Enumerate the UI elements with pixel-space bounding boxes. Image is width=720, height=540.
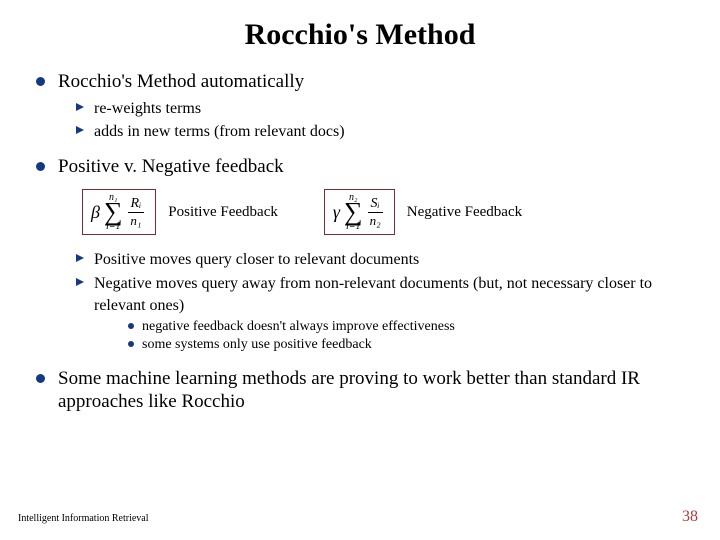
bullet-2-sublist: Positive moves query closer to relevant … [58, 249, 692, 354]
bullet-2b-sublist: negative feedback doesn't always improve… [94, 318, 692, 354]
bullet-1b: adds in new terms (from relevant docs) [76, 121, 692, 143]
neg-sigma: n₂ ∑ i=1 [344, 193, 363, 232]
page-number: 38 [682, 508, 698, 526]
bullet-2-text: Positive v. Negative feedback [58, 156, 284, 177]
pos-coef: β [91, 201, 100, 224]
bullet-1-sublist: re-weights terms adds in new terms (from… [58, 98, 692, 143]
bullet-1: Rocchio's Method automatically re-weight… [36, 70, 692, 143]
bullet-2b: Negative moves query away from non-relev… [76, 273, 692, 355]
neg-coef: γ [333, 201, 340, 224]
positive-feedback-label: Positive Feedback [168, 203, 278, 222]
bullet-2: Positive v. Negative feedback β n₁ ∑ i=1… [36, 155, 692, 355]
neg-fraction: Sᵢ n₂ [368, 197, 383, 227]
slide-title: Rocchio's Method [28, 18, 692, 52]
bullet-1-text: Rocchio's Method automatically [58, 71, 304, 92]
bullet-list: Rocchio's Method automatically re-weight… [28, 70, 692, 414]
negative-formula-box: γ n₂ ∑ i=1 Sᵢ n₂ [324, 189, 395, 236]
bullet-3: Some machine learning methods are provin… [36, 367, 692, 415]
pos-sigma: n₁ ∑ i=1 [104, 193, 123, 232]
formula-row: β n₁ ∑ i=1 Rᵢ n₁ Positive Feedback γ n₂ … [82, 189, 692, 236]
footer-title: Intelligent Information Retrieval [18, 513, 149, 524]
positive-formula-box: β n₁ ∑ i=1 Rᵢ n₁ [82, 189, 156, 236]
negative-feedback-label: Negative Feedback [407, 203, 522, 222]
pos-fraction: Rᵢ n₁ [128, 197, 145, 227]
bullet-1a: re-weights terms [76, 98, 692, 120]
bullet-2b2: some systems only use positive feedback [128, 336, 692, 354]
bullet-2b1: negative feedback doesn't always improve… [128, 318, 692, 336]
bullet-2a: Positive moves query closer to relevant … [76, 249, 692, 271]
